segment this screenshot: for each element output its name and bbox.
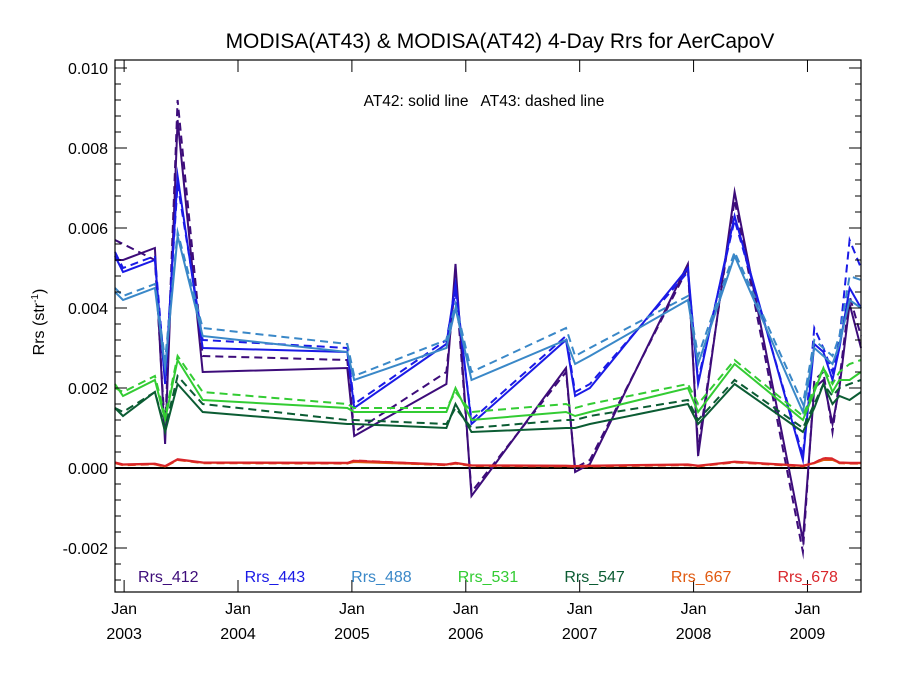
x-tick-month-label: Jan [225,601,251,618]
x-tick-month-label: Jan [339,601,365,618]
legend-item-rrs-667: Rrs_667 [671,569,732,586]
legend: Rrs_412 Rrs_443 Rrs_488 Rrs_531 Rrs_547 Rrs_6… [138,569,838,586]
x-tick-year-label: 2005 [334,626,370,643]
series-line-rrs-443-at42-solid [114,166,862,466]
x-tick-year-label: 2004 [220,626,256,643]
legend-item-rrs-547: Rrs_547 [564,569,625,586]
legend-item-rrs-531: Rrs_531 [458,569,519,586]
x-tick-month-label: Jan [453,601,479,618]
x-tick-month-label: Jan [111,601,137,618]
y-tick-label: 0.000 [68,461,108,478]
plot-frame [114,59,862,593]
y-tick-label: 0.002 [68,381,108,398]
series-line-rrs-412-at42-solid [115,119,862,548]
x-tick-year-label: 2008 [676,626,712,643]
y-tick-label: 0.006 [68,221,108,238]
series-line-rrs-488-at43-dashed [114,226,862,408]
legend-item-rrs-443: Rrs_443 [245,569,306,586]
y-tick-label: 0.008 [68,141,108,158]
legend-item-rrs-488: Rrs_488 [351,569,412,586]
y-axis-label-close: ) [31,289,48,294]
y-tick-label: 0.004 [68,301,108,318]
x-tick-year-label: 2009 [790,626,826,643]
y-axis-label-superscript: -1 [30,294,41,303]
x-tick-year-label: 2006 [448,626,484,643]
y-tick-label: -0.002 [63,541,108,558]
x-tick-year-label: 2007 [562,626,598,643]
svg-text:Rrs (str-1): Rrs (str-1) [30,289,48,356]
x-tick-month-label: Jan [795,601,821,618]
x-tick-year-label: 2003 [106,626,142,643]
series-line-rrs-678-at43-dashed [114,456,861,468]
axes-layer: -0.002 0.000 0.002 0.004 0.006 0.008 0.010 Jan 2… [63,59,862,643]
y-axis-label: Rrs (str-1) [30,289,48,356]
line-style-annotation: AT42: solid line AT43: dashed line [364,93,605,110]
series-line-rrs-412-at43-dashed [114,99,862,560]
series-line-rrs-443-at43-dashed [114,175,862,462]
series-line-rrs-547-at43-dashed [114,373,862,432]
legend-item-rrs-678: Rrs_678 [777,569,838,586]
series-layer [114,99,862,560]
x-tick-month-label: Jan [681,601,707,618]
y-tick-label: 0.010 [68,61,108,78]
y-axis-label-text: Rrs (str [31,302,48,355]
x-tick-month-label: Jan [567,601,593,618]
series-line-rrs-547-at42-solid [114,381,862,437]
chart-title: MODISA(AT43) & MODISA(AT42) 4-Day Rrs fo… [226,30,775,53]
legend-item-rrs-412: Rrs_412 [138,569,199,586]
series-line-rrs-531-at43-dashed [114,353,862,421]
